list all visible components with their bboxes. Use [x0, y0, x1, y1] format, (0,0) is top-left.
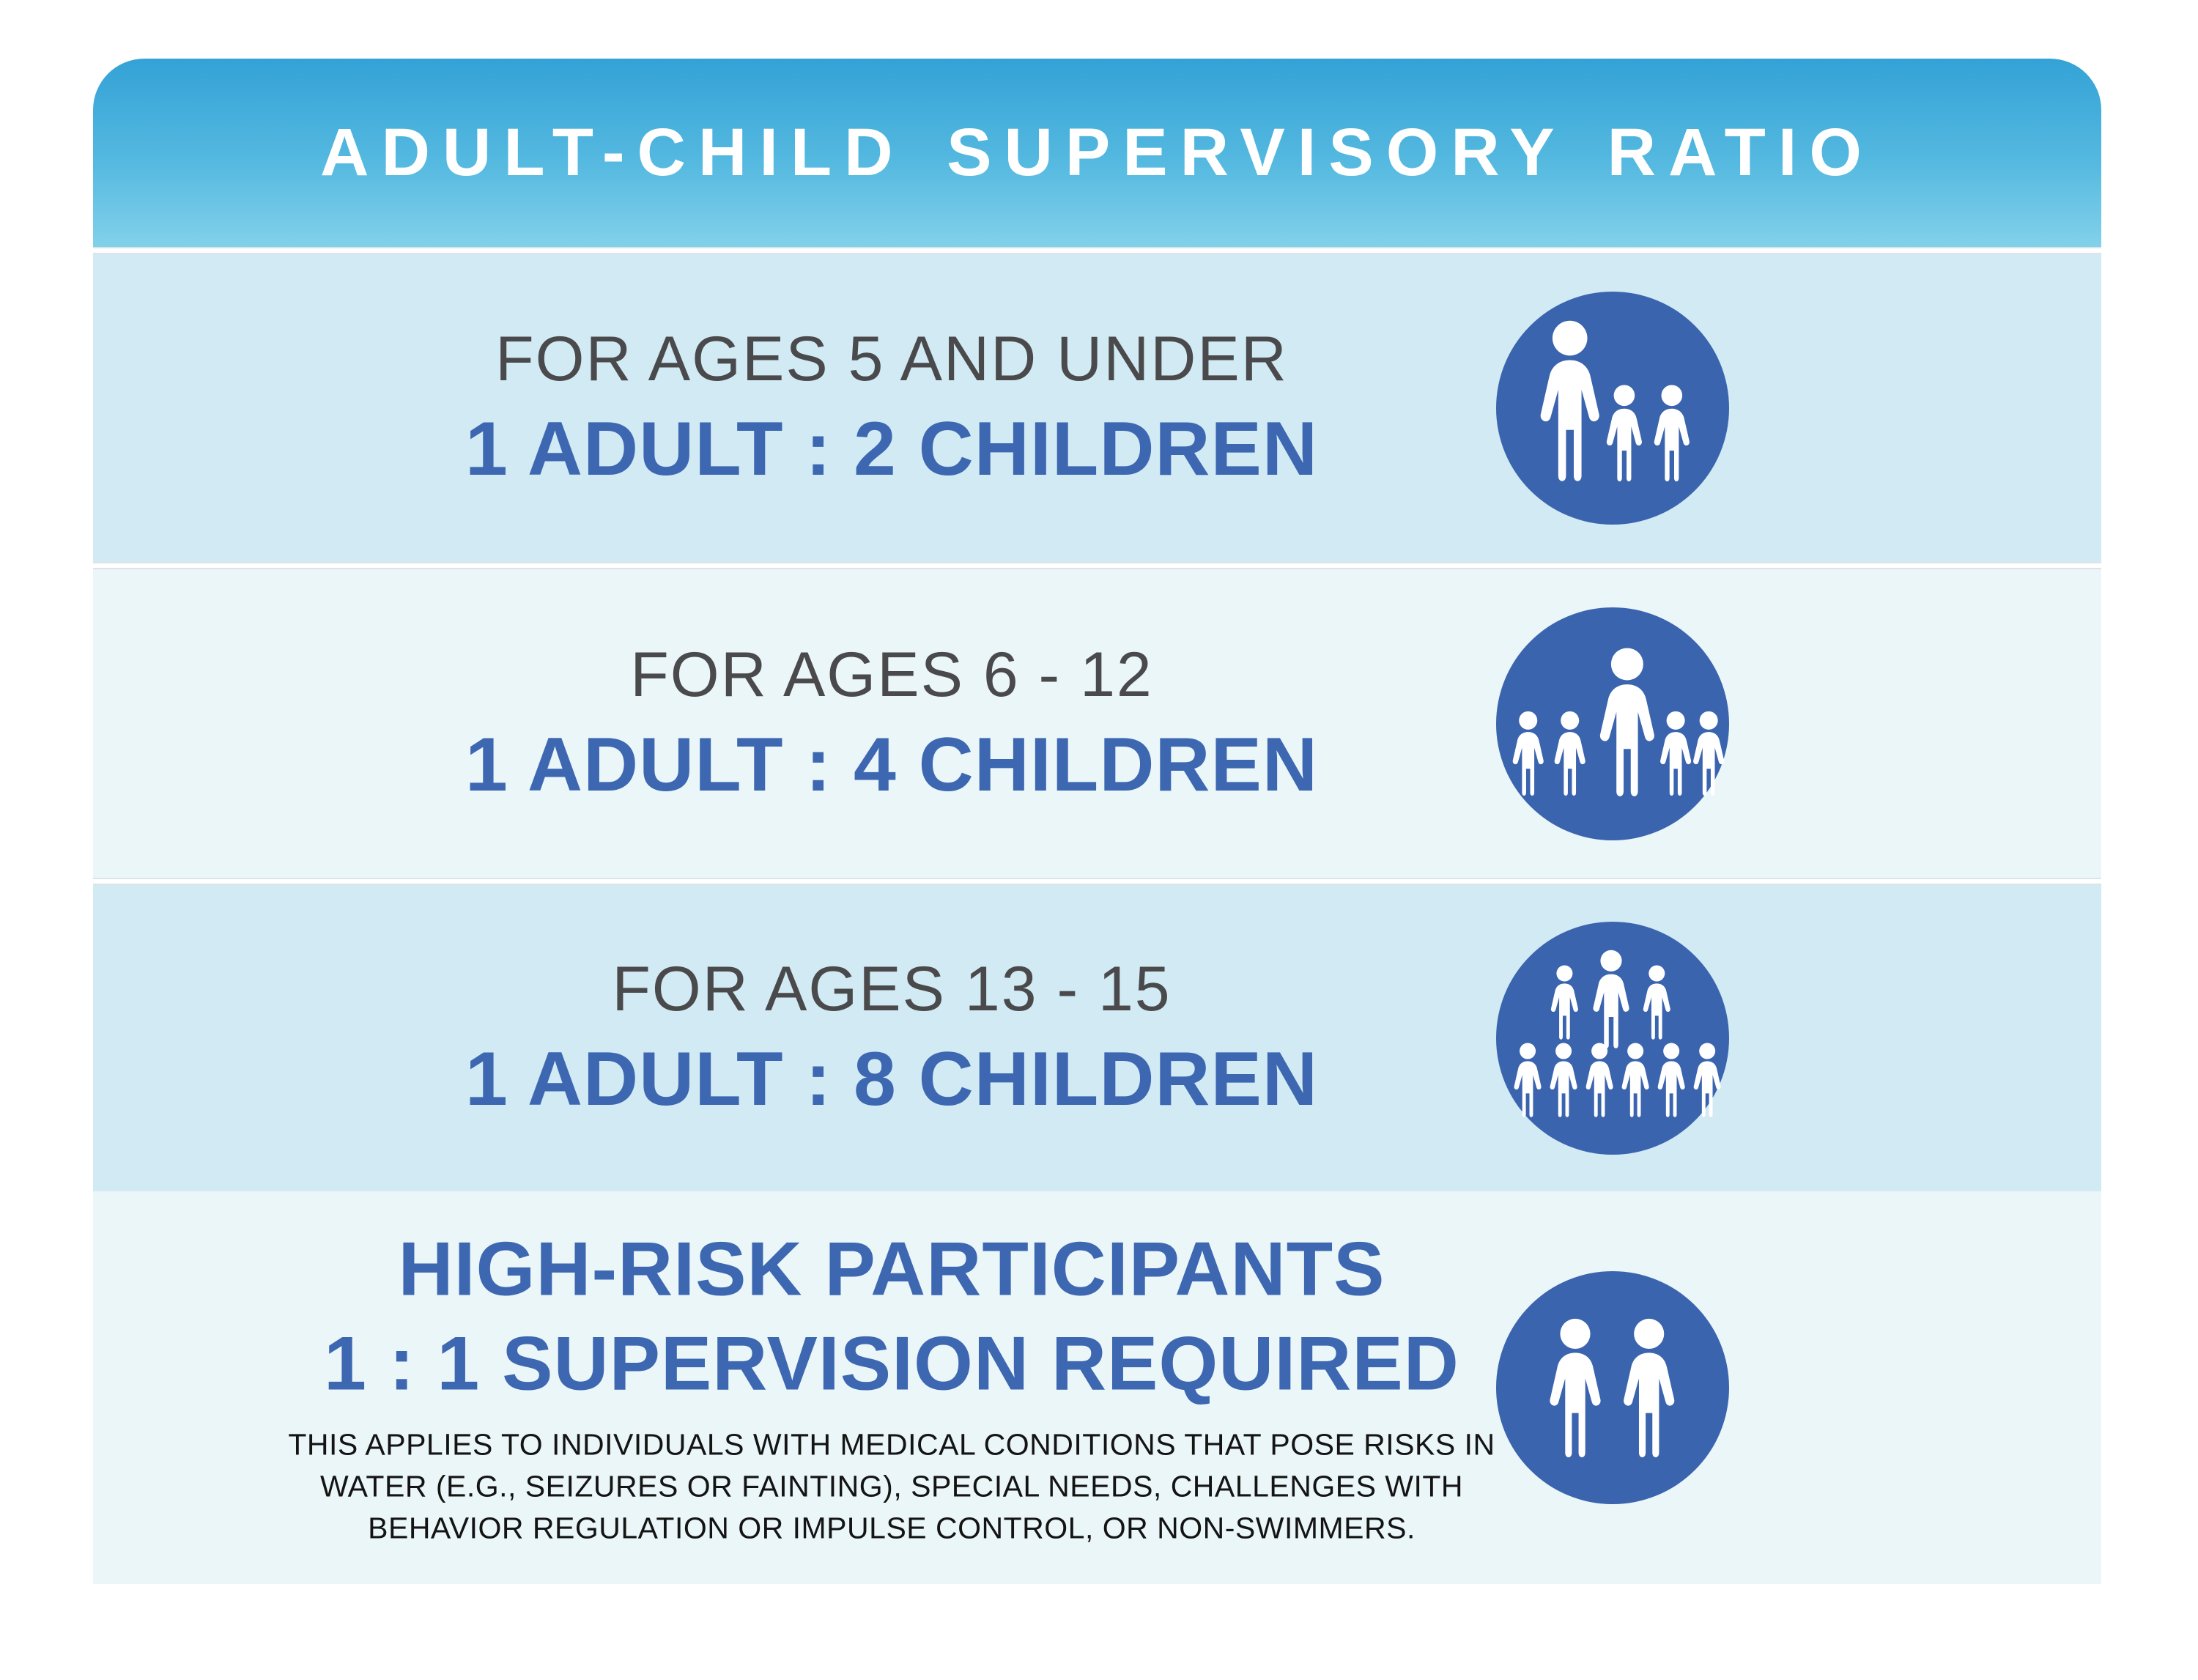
row-text: HIGH-RISK PARTICIPANTS 1 : 1 SUPERVISION… [93, 1226, 1690, 1550]
poster-header: ADULT-CHILD SUPERVISORY RATIO [93, 59, 2101, 247]
adult-with-8-children-icon [1496, 922, 1729, 1155]
two-adults-icon [1496, 1271, 1729, 1504]
row-divider [93, 247, 2101, 254]
age-group-label: FOR AGES 5 AND UNDER [495, 324, 1288, 394]
row-divider [93, 562, 2101, 569]
ratio-value: 1 ADULT : 8 CHILDREN [465, 1037, 1318, 1122]
supervision-required-subheading: 1 : 1 SUPERVISION REQUIRED [324, 1321, 1459, 1407]
note-line: WATER (E.G., SEIZURES OR FAINTING), SPEC… [319, 1469, 1464, 1503]
row-text: FOR AGES 6 - 12 1 ADULT : 4 CHILDREN [93, 639, 1690, 809]
poster-title: ADULT-CHILD SUPERVISORY RATIO [320, 115, 1874, 190]
ratio-row-ages-5-and-under: FOR AGES 5 AND UNDER 1 ADULT : 2 CHILDRE… [93, 254, 2101, 562]
adult-with-4-children-icon [1496, 607, 1729, 840]
ratio-row-ages-13-15: FOR AGES 13 - 15 1 ADULT : 8 CHILDREN [93, 885, 2101, 1191]
high-risk-note: THIS APPLIES TO INDIVIDUALS WITH MEDICAL… [93, 1424, 1690, 1550]
age-group-label: FOR AGES 13 - 15 [612, 954, 1172, 1024]
row-text: FOR AGES 13 - 15 1 ADULT : 8 CHILDREN [93, 953, 1690, 1123]
high-risk-participants-row: HIGH-RISK PARTICIPANTS 1 : 1 SUPERVISION… [93, 1191, 2101, 1584]
ratio-value: 1 ADULT : 4 CHILDREN [465, 722, 1318, 807]
adult-with-2-children-icon [1496, 292, 1729, 525]
high-risk-heading: HIGH-RISK PARTICIPANTS [398, 1226, 1385, 1312]
row-divider [93, 878, 2101, 885]
row-text: FOR AGES 5 AND UNDER 1 ADULT : 2 CHILDRE… [93, 323, 1690, 493]
supervisory-ratio-card: ADULT-CHILD SUPERVISORY RATIO FOR AGES 5… [93, 59, 2101, 1584]
note-line: THIS APPLIES TO INDIVIDUALS WITH MEDICAL… [288, 1427, 1495, 1462]
age-group-label: FOR AGES 6 - 12 [630, 639, 1153, 710]
ratio-value: 1 ADULT : 2 CHILDREN [465, 407, 1318, 492]
ratio-row-ages-6-12: FOR AGES 6 - 12 1 ADULT : 4 CHILDREN [93, 569, 2101, 878]
note-line: BEHAVIOR REGULATION OR IMPULSE CONTROL, … [368, 1511, 1416, 1545]
